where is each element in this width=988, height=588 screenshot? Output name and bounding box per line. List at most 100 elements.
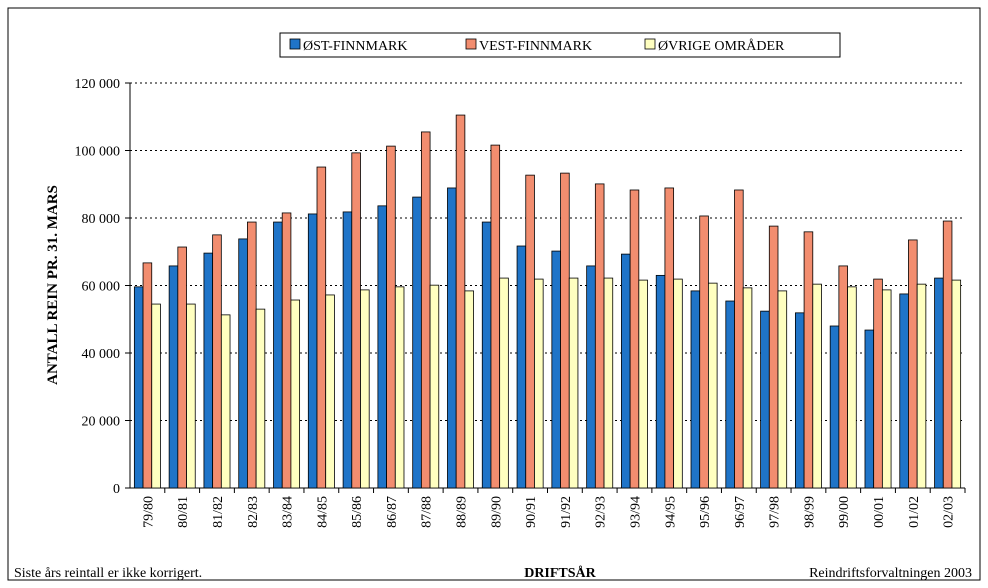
source: Reindriftsforvaltningen 2003 <box>809 566 972 581</box>
x-tick-label: 93/94 <box>628 496 643 528</box>
bar <box>664 187 675 489</box>
bar <box>281 212 292 489</box>
bar <box>908 239 918 489</box>
y-tick-label: 40 000 <box>82 347 121 362</box>
bar <box>725 300 735 489</box>
bar <box>316 166 327 489</box>
bar <box>551 250 561 489</box>
x-tick-label: 79/80 <box>141 496 156 528</box>
y-tick-label: 80 000 <box>82 212 121 227</box>
bar <box>638 279 648 489</box>
bar <box>168 265 179 489</box>
x-tick-label: 01/02 <box>907 496 922 528</box>
x-tick-label: 91/92 <box>559 496 574 528</box>
bar <box>247 221 257 489</box>
bar <box>290 299 301 489</box>
bar <box>951 279 962 489</box>
bar <box>151 303 161 489</box>
bar <box>142 262 153 489</box>
bar <box>699 215 709 489</box>
bar <box>351 152 361 489</box>
bar <box>586 265 596 489</box>
bar <box>255 308 266 489</box>
bar <box>203 252 214 489</box>
x-tick-label: 89/90 <box>489 496 504 528</box>
x-tick-label: 98/99 <box>802 496 817 528</box>
bar <box>742 287 753 489</box>
bar <box>594 183 605 489</box>
bar <box>777 290 788 489</box>
bar <box>768 225 779 489</box>
bar <box>360 289 370 489</box>
bar <box>734 189 744 489</box>
bar <box>186 303 196 489</box>
bar <box>838 265 848 489</box>
bar <box>934 277 944 489</box>
bar <box>133 286 144 489</box>
x-tick-label: 82/83 <box>246 496 261 528</box>
bar <box>412 196 422 489</box>
bar <box>394 286 405 489</box>
bar <box>525 174 535 489</box>
note: Siste års reintall er ikke korrigert. <box>14 566 202 581</box>
bar <box>212 234 222 489</box>
legend-label: ØST-FINNMARK <box>303 39 408 54</box>
x-tick-label: 90/91 <box>524 496 539 528</box>
bar <box>873 278 883 489</box>
y-tick-label: 0 <box>113 482 120 497</box>
x-tick-label: 80/81 <box>176 496 191 528</box>
bar <box>803 231 814 489</box>
x-tick-label: 00/01 <box>872 496 887 528</box>
bar <box>603 277 614 489</box>
bar <box>386 145 396 489</box>
x-tick-label: 87/88 <box>420 496 435 528</box>
bar <box>177 246 187 489</box>
bar <box>560 172 570 489</box>
x-tick-label: 85/86 <box>350 496 365 528</box>
bar <box>864 329 875 489</box>
bar <box>673 278 683 489</box>
x-tick-label: 94/95 <box>663 496 678 528</box>
bar <box>847 286 857 489</box>
legend-label: VEST-FINNMARK <box>479 39 592 54</box>
bar <box>499 277 509 489</box>
bar <box>429 284 440 489</box>
x-axis-label: DRIFTSÅR <box>524 565 596 581</box>
bar <box>899 293 909 489</box>
x-tick-label: 99/00 <box>837 496 852 528</box>
bar <box>568 277 579 489</box>
bar <box>812 283 822 489</box>
bar <box>655 274 666 489</box>
y-tick-label: 20 000 <box>82 415 121 430</box>
x-tick-label: 84/85 <box>315 496 330 528</box>
bar <box>220 314 231 489</box>
y-tick-label: 120 000 <box>75 77 121 92</box>
legend-swatch <box>289 38 301 50</box>
bar <box>481 221 492 489</box>
x-tick-label: 86/87 <box>385 496 400 528</box>
y-axis-label: ANTALL REIN PR. 31. MARS <box>45 185 61 385</box>
x-tick-label: 95/96 <box>698 496 713 528</box>
bar <box>621 253 631 489</box>
y-tick-label: 60 000 <box>82 280 121 295</box>
x-tick-label: 97/98 <box>768 496 783 528</box>
bar <box>534 278 544 489</box>
bar <box>464 290 474 489</box>
legend <box>279 32 841 58</box>
legend-swatch <box>465 38 477 50</box>
bar <box>447 187 457 489</box>
bar <box>377 205 387 489</box>
bar <box>829 325 840 489</box>
bar <box>490 144 501 489</box>
x-tick-label: 83/84 <box>281 496 296 528</box>
x-tick-label: 81/82 <box>211 496 226 528</box>
bar <box>238 238 248 489</box>
bar <box>307 213 318 489</box>
bar <box>516 245 527 489</box>
x-tick-label: 96/97 <box>733 496 748 528</box>
bar <box>342 211 353 489</box>
bar <box>708 282 718 489</box>
x-tick-label: 88/89 <box>455 496 470 528</box>
bar <box>455 114 466 489</box>
bar <box>273 221 283 489</box>
